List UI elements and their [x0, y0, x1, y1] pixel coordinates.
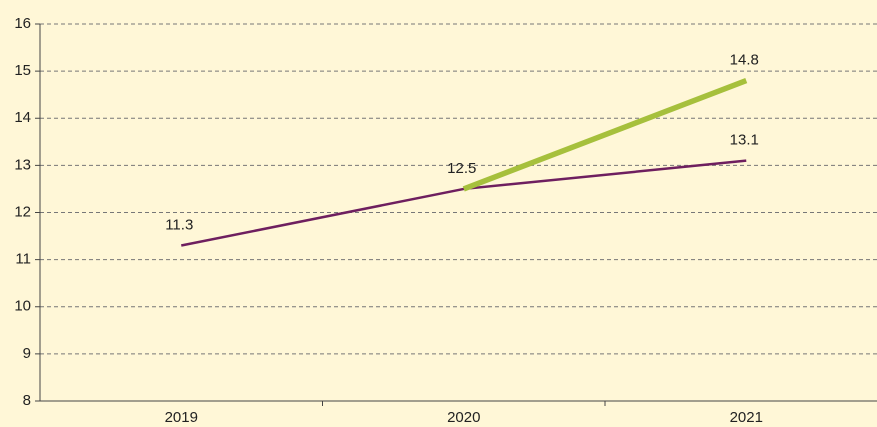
x-tick-label: 2019	[165, 409, 198, 426]
y-tick-label: 14	[14, 109, 31, 126]
data-label: 11.3	[165, 216, 193, 233]
data-label: 12.5	[447, 160, 476, 177]
series-line	[462, 77, 748, 192]
y-tick-label: 15	[14, 62, 31, 79]
y-tick-label: 11	[15, 251, 31, 268]
data-label: 13.1	[730, 132, 759, 149]
data-label: 14.8	[730, 52, 759, 69]
x-tick-label: 2020	[447, 409, 480, 426]
y-tick-label: 9	[23, 345, 31, 362]
y-tick-label: 8	[23, 392, 31, 409]
y-tick-label: 13	[14, 156, 31, 173]
x-tick-label: 2021	[730, 409, 763, 426]
y-tick-label: 12	[14, 203, 31, 220]
series-line	[181, 159, 747, 247]
y-tick-label: 10	[14, 298, 31, 315]
y-tick-label: 16	[14, 15, 31, 32]
